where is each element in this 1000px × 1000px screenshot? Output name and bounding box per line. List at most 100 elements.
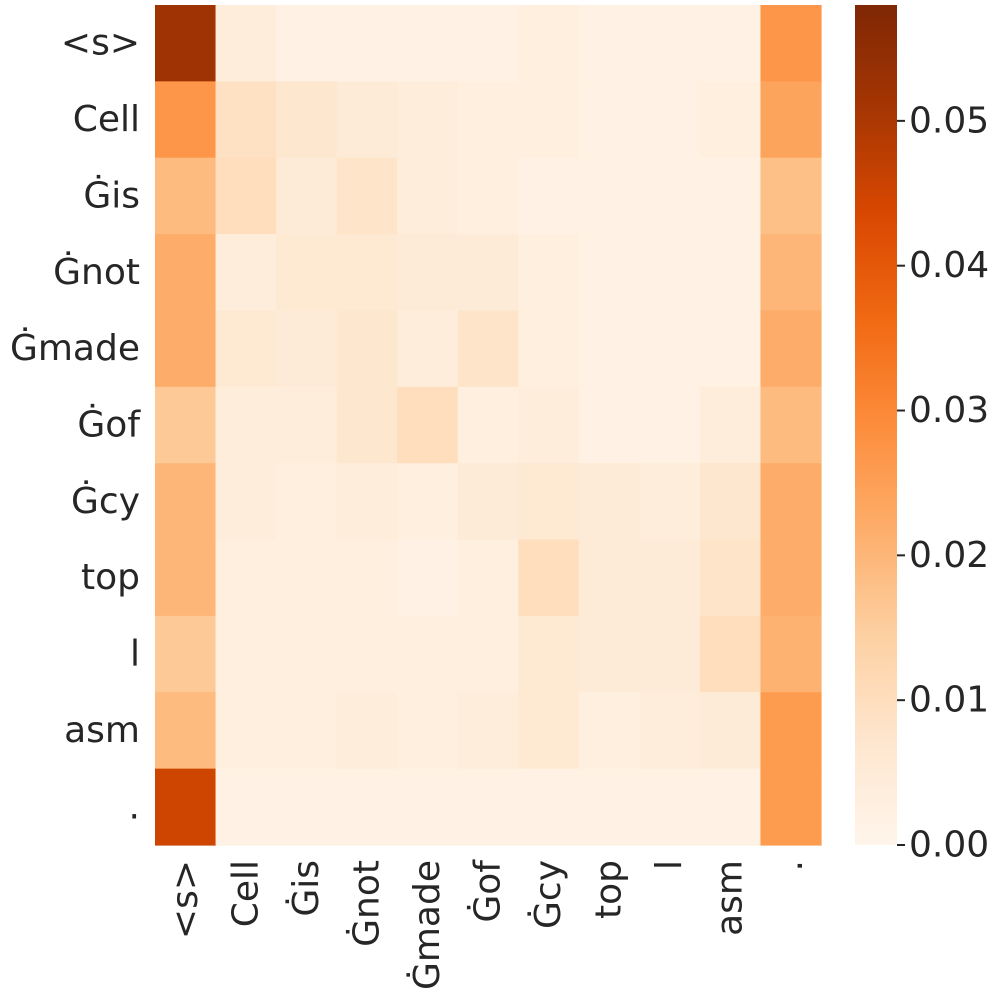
- heatmap-cell: [215, 310, 277, 388]
- heatmap-cell: [518, 234, 580, 312]
- heatmap-cell: [397, 5, 459, 82]
- heatmap-cell: [457, 539, 519, 617]
- heatmap-cell: [336, 81, 398, 159]
- x-tick-label: <s>: [165, 860, 206, 939]
- heatmap-cell: [518, 157, 580, 235]
- y-tick-label: Ġof: [77, 404, 141, 446]
- heatmap-cell: [760, 157, 822, 235]
- x-tick-label: Ġmade: [406, 860, 448, 990]
- heatmap-cell: [155, 692, 217, 770]
- colorbar-tick-label: 0.04: [909, 245, 989, 286]
- heatmap-cell: [639, 539, 701, 617]
- heatmap-cell: [276, 463, 338, 541]
- heatmap-cell: [215, 234, 277, 312]
- heatmap-cell: [397, 234, 459, 312]
- y-tick-label: .: [129, 786, 140, 827]
- heatmap-cell: [397, 615, 459, 693]
- heatmap-cell: [215, 386, 277, 464]
- heatmap-cell: [155, 386, 217, 464]
- heatmap-cell: [578, 768, 640, 846]
- colorbar-tick-label: 0.05: [909, 100, 989, 141]
- heatmap-cell: [578, 386, 640, 464]
- x-tick-label: Ġnot: [345, 860, 387, 947]
- heatmap-cell: [699, 5, 762, 82]
- heatmap-cell: [397, 310, 459, 388]
- heatmap-cell: [699, 310, 762, 388]
- heatmap-cell: [155, 157, 217, 235]
- x-tick-label: .: [770, 860, 811, 871]
- heatmap-cell: [699, 81, 762, 159]
- x-tick-label: asm: [710, 860, 751, 936]
- heatmap-cell: [639, 81, 701, 159]
- x-tick-label: Ġof: [467, 859, 509, 923]
- heatmap-cell: [276, 157, 338, 235]
- heatmap-cell: [760, 5, 822, 82]
- heatmap-cell: [155, 768, 217, 846]
- colorbar-tick-label: 0.03: [909, 390, 989, 431]
- y-tick-label: Ġnot: [53, 251, 140, 293]
- heatmap-cell: [760, 615, 822, 693]
- x-tick-label: Cell: [225, 860, 266, 927]
- heatmap-cell: [215, 692, 277, 770]
- heatmap-cell: [518, 386, 580, 464]
- heatmap-cell: [276, 386, 338, 464]
- heatmap-cell: [336, 157, 398, 235]
- heatmap-cell: [699, 386, 762, 464]
- y-tick-label: Ġis: [83, 174, 140, 216]
- heatmap-cell: [578, 81, 640, 159]
- heatmap-cell: [336, 386, 398, 464]
- heatmap-cell: [336, 463, 398, 541]
- x-axis-tick-labels: <s> Cell Ġis Ġnot Ġmade Ġof Ġcy top l asm.: [165, 859, 811, 990]
- colorbar-tick-label: 0.00: [909, 825, 989, 866]
- heatmap-cell: [699, 768, 762, 846]
- heatmap-cell: [518, 539, 580, 617]
- y-tick-label: l: [130, 634, 140, 675]
- heatmap-cell: [578, 463, 640, 541]
- heatmap-cell: [336, 692, 398, 770]
- heatmap-cell: [578, 615, 640, 693]
- heatmap-cell: [336, 5, 398, 82]
- heatmap-cell: [457, 768, 519, 846]
- heatmap-cell: [639, 234, 701, 312]
- colorbar-ticks: 0.00 0.01 0.02 0.03 0.04 0.05: [897, 100, 989, 866]
- heatmap-cell: [457, 157, 519, 235]
- heatmap-cell: [397, 463, 459, 541]
- heatmap-cell: [639, 386, 701, 464]
- heatmap-cell: [760, 81, 822, 159]
- heatmap-cell: [155, 463, 217, 541]
- heatmap-cell: [578, 5, 640, 82]
- colorbar-tick-label: 0.01: [909, 680, 989, 721]
- heatmap-cell: [699, 692, 762, 770]
- heatmap-cell: [397, 768, 459, 846]
- heatmap-cell: [155, 310, 217, 388]
- heatmap-cell: [397, 81, 459, 159]
- heatmap-cell: [760, 768, 822, 846]
- heatmap-cell: [336, 768, 398, 846]
- x-tick-label: Ġcy: [527, 860, 569, 929]
- heatmap-cell: [518, 310, 580, 388]
- heatmap-cell: [276, 539, 338, 617]
- x-tick-label: l: [649, 860, 690, 870]
- heatmap-cell: [518, 692, 580, 770]
- heatmap-cells: [155, 5, 822, 846]
- heatmap-cell: [276, 768, 338, 846]
- heatmap-cell: [578, 310, 640, 388]
- heatmap-cell: [639, 310, 701, 388]
- heatmap-cell: [336, 310, 398, 388]
- heatmap-cell: [276, 310, 338, 388]
- heatmap-cell: [215, 81, 277, 159]
- y-tick-label: Cell: [73, 99, 140, 140]
- heatmap-cell: [155, 539, 217, 617]
- heatmap-cell: [639, 5, 701, 82]
- heatmap-cell: [518, 768, 580, 846]
- heatmap-cell: [397, 157, 459, 235]
- heatmap-cell: [518, 81, 580, 159]
- heatmap-cell: [639, 768, 701, 846]
- heatmap-cell: [760, 692, 822, 770]
- heatmap-cell: [639, 463, 701, 541]
- heatmap-cell: [699, 539, 762, 617]
- heatmap-cell: [215, 463, 277, 541]
- heatmap-cell: [760, 310, 822, 388]
- heatmap-cell: [155, 234, 217, 312]
